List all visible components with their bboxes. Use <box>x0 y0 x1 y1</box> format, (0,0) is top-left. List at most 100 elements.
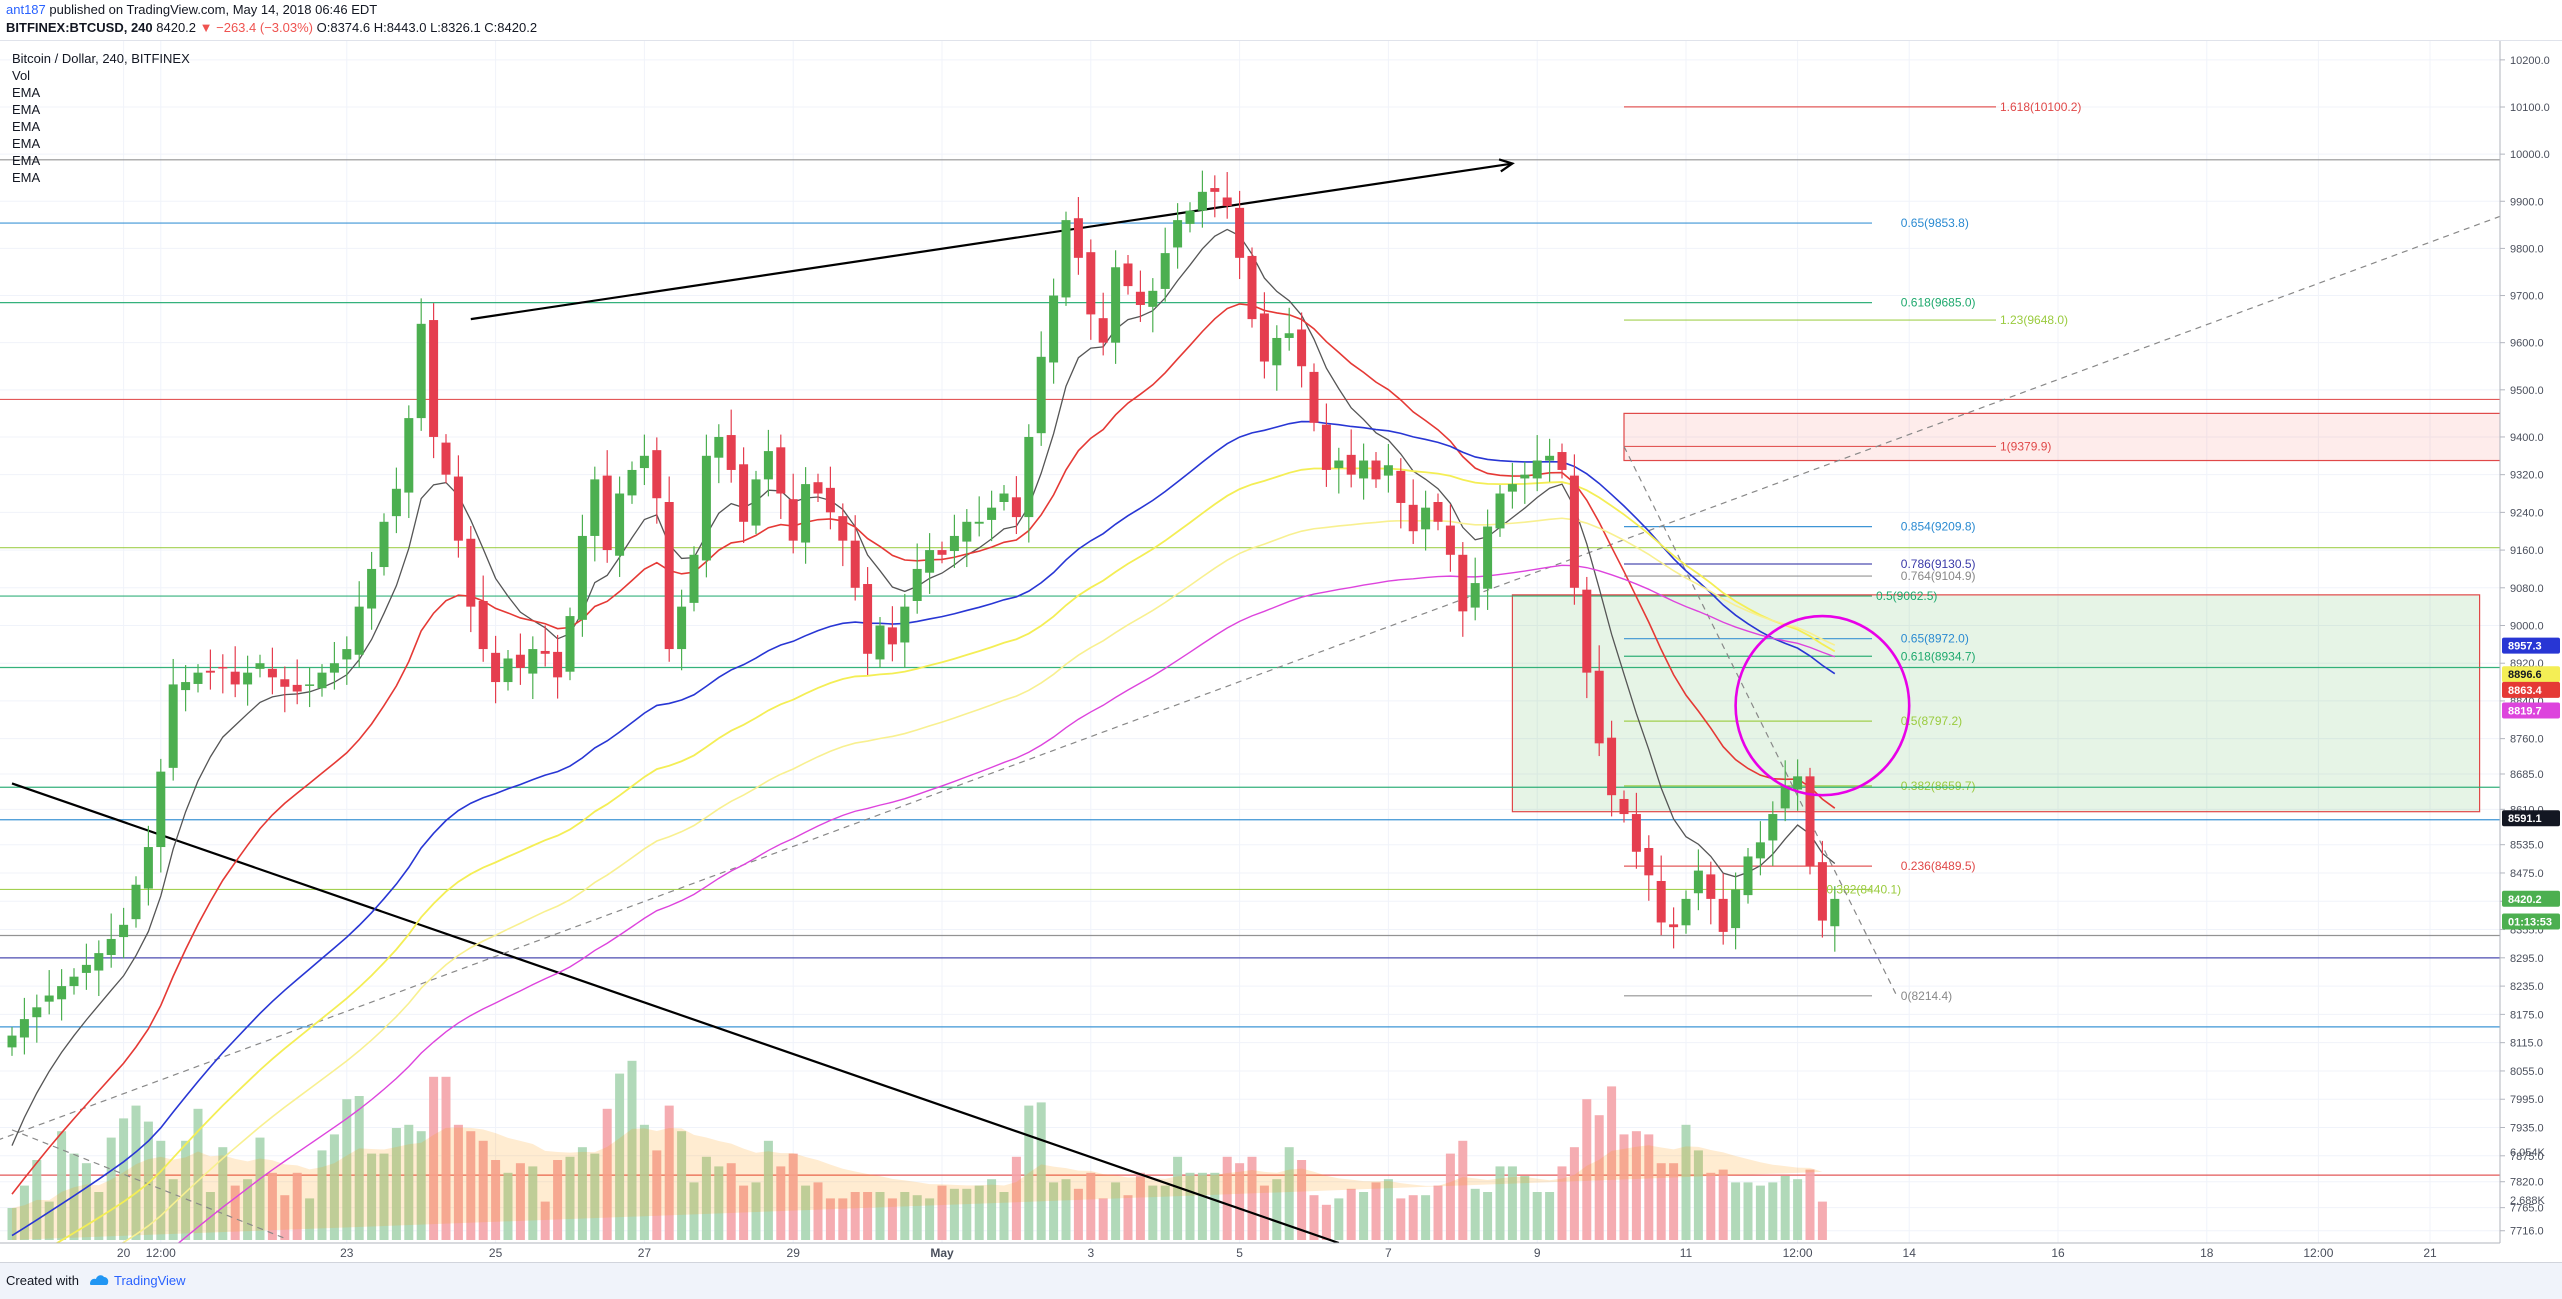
candle-body <box>1036 356 1046 434</box>
candle-body <box>1371 460 1381 480</box>
candle-body <box>1135 291 1145 305</box>
volume-bar <box>1619 1134 1629 1240</box>
volume-bar <box>1817 1201 1827 1240</box>
fib-level-label: 0.382(8440.1) <box>1826 882 1901 896</box>
fib-level-label: 0.5(9062.5) <box>1876 589 1937 603</box>
time-tick-label: 5 <box>1236 1246 1243 1260</box>
legend-ema-3[interactable]: EMA <box>12 119 41 134</box>
price-tick-label: 9400.0 <box>2510 432 2544 444</box>
candle-body <box>1049 295 1059 363</box>
price-tick-label: 8235.0 <box>2510 981 2544 993</box>
trendline-arrowhead <box>1498 158 1515 173</box>
candle-body <box>1718 898 1728 932</box>
volume-bars <box>7 1060 1827 1240</box>
volume-bar <box>1321 1204 1331 1240</box>
legend-ema-5[interactable]: EMA <box>12 153 41 168</box>
volume-bar <box>255 1137 265 1240</box>
candle-body <box>317 672 327 689</box>
legend-ema-4[interactable]: EMA <box>12 136 41 151</box>
candle-body <box>1383 465 1393 476</box>
volume-bar <box>875 1192 885 1240</box>
candle-body <box>763 451 773 480</box>
volume-bar <box>1421 1195 1431 1240</box>
candle-body <box>987 507 997 520</box>
volume-bar <box>602 1108 612 1240</box>
trendline <box>470 162 1513 321</box>
candle-body <box>1259 313 1269 362</box>
price-tick-label: 9080.0 <box>2510 583 2544 595</box>
price-tick-label: 10100.0 <box>2510 102 2550 114</box>
volume-tick-label: 6.054K <box>2510 1147 2546 1159</box>
time-tick-label: 20 <box>117 1246 131 1260</box>
volume-bar <box>32 1160 42 1240</box>
author-link[interactable]: ant187 <box>6 2 46 17</box>
volume-bar <box>1222 1156 1232 1240</box>
volume-bar <box>850 1192 860 1240</box>
candle-body <box>491 652 501 683</box>
volume-bar <box>317 1150 327 1240</box>
candle-body <box>131 884 141 920</box>
candle-body <box>1520 474 1530 479</box>
volume-bar <box>342 1099 352 1240</box>
volume-bar <box>193 1108 203 1240</box>
price-tag-label: 8863.4 <box>2508 685 2543 697</box>
candle-body <box>391 488 401 517</box>
trendlines <box>0 158 2562 1245</box>
volume-bar <box>739 1185 749 1240</box>
candle-body <box>1222 197 1232 206</box>
price-tag-bg <box>2502 810 2560 827</box>
time-tick-label: 12:00 <box>146 1246 176 1260</box>
legend-ema-6[interactable]: EMA <box>12 170 41 185</box>
volume-bar <box>1607 1086 1617 1240</box>
candle-body <box>1805 776 1815 866</box>
volume-average-area <box>12 1127 1823 1240</box>
volume-bar <box>391 1128 401 1240</box>
candle-body <box>1160 253 1170 289</box>
candle-body <box>912 568 922 601</box>
candle-body <box>925 550 935 573</box>
candle-body <box>1768 814 1778 841</box>
price-tag-label: 8896.6 <box>2508 669 2542 681</box>
price-chart[interactable]: 1.618(10100.2)0(9987.9)0.65(9853.8)0.618… <box>0 0 2562 1262</box>
time-axis[interactable]: 20 12:00 23 25 27 29 May 3 5 7 9 11 12:00 14 16 18 12:00… <box>0 1242 2562 1262</box>
volume-bar <box>1495 1166 1505 1240</box>
volume-bar <box>1755 1185 1765 1240</box>
volume-bar <box>627 1060 637 1240</box>
volume-bar <box>726 1163 736 1240</box>
volume-bar <box>1135 1172 1145 1240</box>
chart-header: ant187 published on TradingView.com, May… <box>0 0 2562 41</box>
candle-body <box>553 651 563 678</box>
price-tag-label: 8591.1 <box>2508 813 2542 825</box>
candle-body <box>1185 210 1195 224</box>
volume-bar <box>1210 1172 1220 1240</box>
volume-bar <box>974 1185 984 1240</box>
fib-level-label: 0.65(8972.0) <box>1901 632 1969 646</box>
candle-body <box>887 627 897 645</box>
price-tag-bg <box>2502 913 2560 930</box>
legend-ema-1[interactable]: EMA <box>12 85 41 100</box>
candle-body <box>478 600 488 650</box>
candle-body <box>652 450 662 499</box>
volume-bar <box>776 1166 786 1240</box>
volume-bar <box>1036 1102 1046 1240</box>
price-tick-label: 9160.0 <box>2510 545 2544 557</box>
candle-body <box>739 464 749 522</box>
volume-bar <box>999 1192 1009 1240</box>
volume-bar <box>1396 1198 1406 1240</box>
legend-ema-2[interactable]: EMA <box>12 102 41 117</box>
candle-body <box>1507 484 1517 492</box>
legend-vol[interactable]: Vol <box>12 68 31 83</box>
volume-bar <box>267 1172 277 1240</box>
volume-bar <box>639 1124 649 1240</box>
candle-body <box>726 435 736 470</box>
volume-bar <box>553 1160 563 1240</box>
candle-body <box>305 684 315 686</box>
volume-bar <box>813 1182 823 1240</box>
volume-bar <box>1594 1115 1604 1240</box>
tradingview-logo-icon <box>90 1275 109 1285</box>
annotations <box>1734 614 1911 797</box>
fib-level-label: 0.5(8797.2) <box>1901 714 1962 728</box>
volume-bar <box>94 1192 104 1240</box>
time-tick-label: 27 <box>638 1246 652 1260</box>
tradingview-brand[interactable]: TradingView <box>114 1273 186 1288</box>
